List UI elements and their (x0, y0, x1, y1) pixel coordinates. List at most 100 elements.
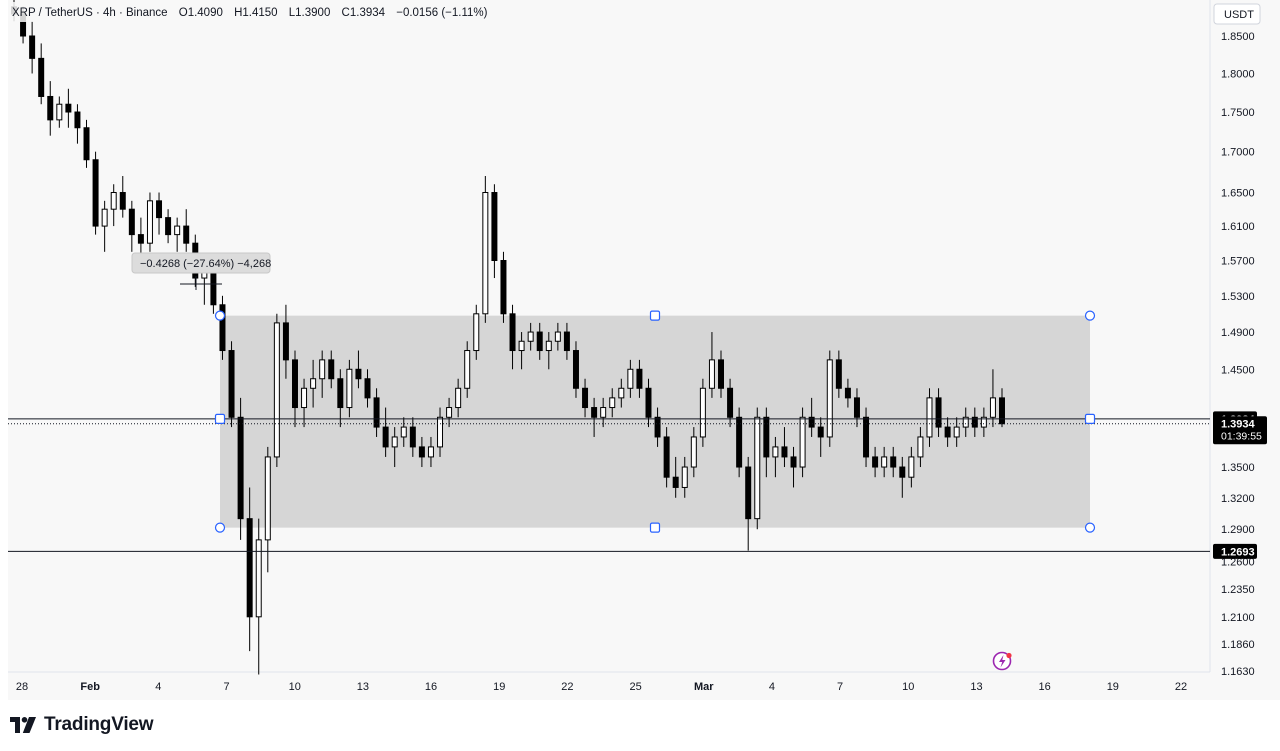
candle[interactable] (790, 446, 797, 488)
range-handles[interactable] (214, 310, 1096, 533)
candle[interactable] (826, 350, 833, 447)
currency-label[interactable]: USDT (1224, 9, 1254, 21)
candle[interactable] (890, 446, 897, 478)
candle[interactable] (400, 417, 407, 447)
candle[interactable] (509, 304, 516, 370)
candle[interactable] (29, 21, 36, 74)
symbol-legend[interactable]: XRP / TetherUS · 4h · Binance O1.4090 H1… (8, 2, 488, 22)
range-handle-square[interactable] (649, 522, 661, 533)
candle[interactable] (418, 436, 425, 468)
candle[interactable] (500, 251, 507, 323)
candle[interactable] (391, 427, 398, 468)
candle[interactable] (74, 104, 81, 144)
candle[interactable] (844, 378, 851, 408)
candle[interactable] (799, 407, 806, 478)
candle[interactable] (745, 456, 752, 551)
currency-box[interactable] (1213, 3, 1261, 25)
candle[interactable] (38, 43, 45, 105)
candle[interactable] (273, 313, 280, 468)
candle[interactable] (282, 304, 289, 379)
candle[interactable] (935, 388, 942, 437)
candle[interactable] (482, 176, 489, 323)
candle[interactable] (953, 417, 960, 447)
range-handle-circle[interactable] (1084, 522, 1096, 533)
candle[interactable] (636, 359, 643, 398)
candle[interactable] (554, 322, 561, 351)
candle[interactable] (527, 322, 534, 351)
range-handle-square[interactable] (214, 413, 226, 424)
range-handle-circle[interactable] (214, 522, 226, 533)
candle[interactable] (917, 427, 924, 468)
candle[interactable] (464, 341, 471, 398)
time-axis[interactable] (8, 672, 1280, 700)
candle[interactable] (128, 200, 135, 252)
candle[interactable] (971, 407, 978, 437)
candle[interactable] (736, 407, 743, 478)
candle[interactable] (545, 332, 552, 370)
candle[interactable] (835, 350, 842, 398)
candle[interactable] (781, 427, 788, 468)
candle[interactable] (944, 417, 951, 447)
candle[interactable] (473, 304, 480, 360)
candle[interactable] (382, 407, 389, 457)
candle[interactable] (101, 200, 108, 252)
range-handle-circle[interactable] (214, 310, 226, 321)
candle[interactable] (246, 487, 253, 652)
candle[interactable] (663, 427, 670, 488)
candle[interactable] (228, 341, 235, 428)
candle[interactable] (219, 295, 226, 360)
candle[interactable] (681, 456, 688, 498)
tradingview-brand[interactable]: TradingView (10, 713, 154, 737)
candle[interactable] (337, 369, 344, 428)
candle[interactable] (980, 407, 987, 437)
candle[interactable] (409, 417, 416, 457)
candle[interactable] (899, 456, 906, 498)
candle[interactable] (654, 407, 661, 447)
candle[interactable] (146, 192, 153, 252)
candle[interactable] (772, 436, 779, 478)
candle[interactable] (908, 446, 915, 488)
candle[interactable] (690, 427, 697, 478)
candle[interactable] (699, 378, 706, 447)
candle[interactable] (355, 350, 362, 389)
candle[interactable] (364, 369, 371, 408)
candle[interactable] (518, 332, 525, 370)
candle[interactable] (600, 397, 607, 428)
candle[interactable] (572, 341, 579, 398)
candle[interactable] (591, 397, 598, 437)
candle[interactable] (881, 446, 888, 478)
candle[interactable] (110, 184, 117, 227)
candle[interactable] (346, 359, 353, 418)
candle[interactable] (754, 407, 761, 530)
lightning-icon[interactable] (992, 651, 1012, 671)
price-scale[interactable] (1210, 0, 1280, 672)
candle[interactable] (427, 436, 434, 468)
range-handle-circle[interactable] (1084, 310, 1096, 321)
symbol-title[interactable]: XRP / TetherUS · 4h · Binance (12, 7, 168, 19)
candle[interactable] (872, 446, 879, 478)
candle[interactable] (373, 388, 380, 437)
candle[interactable] (237, 397, 244, 540)
candle[interactable] (328, 350, 335, 389)
candle[interactable] (174, 217, 181, 252)
candle[interactable] (255, 518, 262, 675)
candle[interactable] (183, 209, 190, 252)
candle[interactable] (817, 417, 824, 457)
candle[interactable] (853, 388, 860, 428)
candle[interactable] (718, 350, 725, 398)
candle[interactable] (310, 359, 317, 408)
candle[interactable] (65, 88, 72, 128)
candle[interactable] (455, 378, 462, 418)
candle[interactable] (536, 322, 543, 360)
candle[interactable] (989, 369, 996, 428)
candle[interactable] (437, 407, 444, 457)
candle[interactable] (446, 397, 453, 428)
candle[interactable] (92, 151, 99, 235)
range-handle-square[interactable] (649, 310, 661, 321)
range-handle-square[interactable] (1084, 413, 1096, 424)
candle[interactable] (926, 388, 933, 447)
candle[interactable] (319, 350, 326, 398)
candle[interactable] (491, 184, 498, 279)
candle[interactable] (156, 192, 163, 235)
